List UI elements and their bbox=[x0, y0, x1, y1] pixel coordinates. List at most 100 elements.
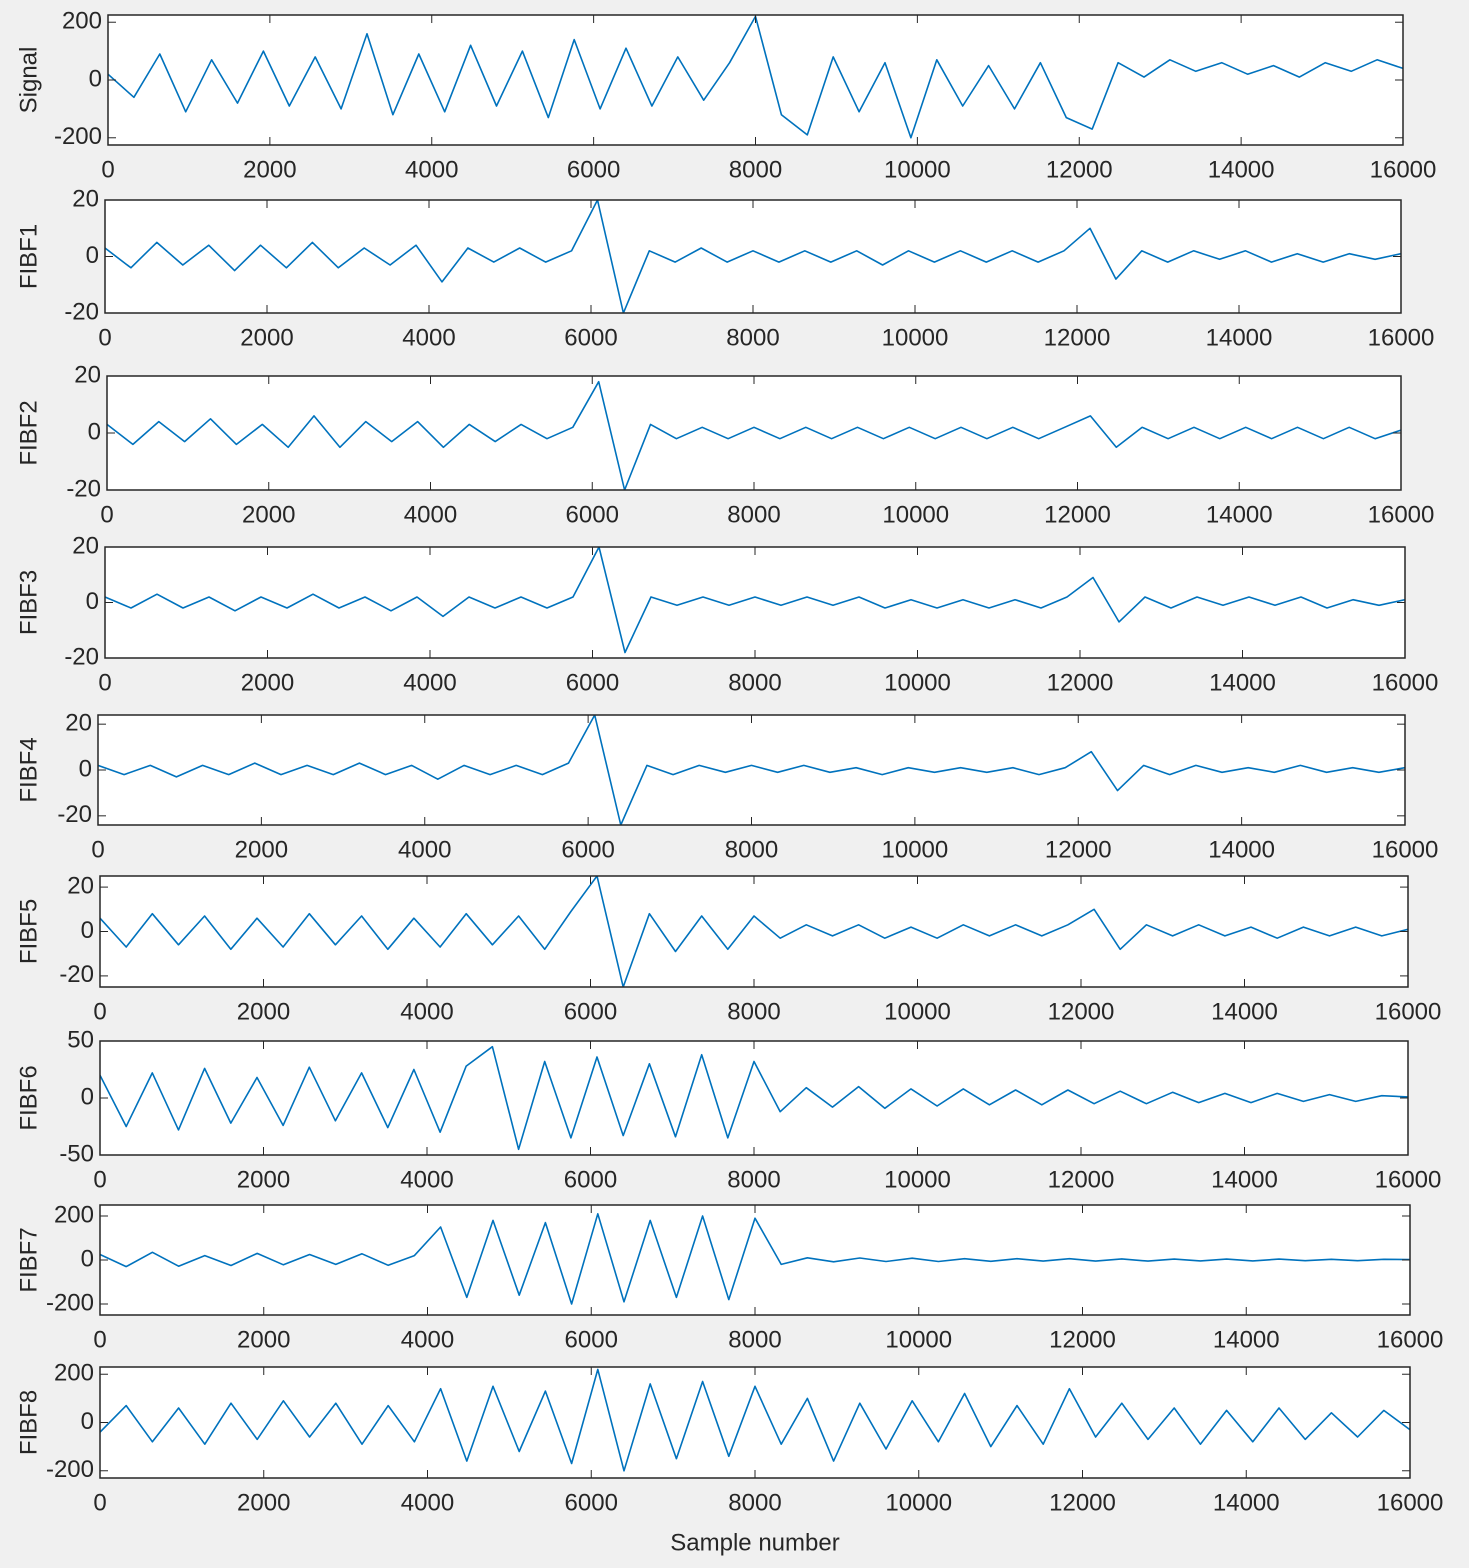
x-tick-label: 12000 bbox=[1049, 1489, 1116, 1516]
x-tick-label: 4000 bbox=[405, 156, 458, 183]
x-tick-label: 16000 bbox=[1370, 156, 1437, 183]
axes-background bbox=[105, 200, 1401, 313]
x-tick-label: 6000 bbox=[565, 1489, 618, 1516]
x-tick-label: 12000 bbox=[1049, 1326, 1116, 1353]
y-tick-label: 20 bbox=[67, 872, 94, 899]
x-tick-label: 6000 bbox=[566, 501, 619, 528]
y-tick-label: 0 bbox=[79, 755, 92, 782]
y-axis-label: FIBF1 bbox=[15, 224, 42, 289]
x-tick-label: 8000 bbox=[727, 501, 780, 528]
x-tick-label: 4000 bbox=[401, 1326, 454, 1353]
subplot: 0 2000 4000 6000 8000 10000 12000 14000 16000-20… bbox=[15, 872, 1441, 1025]
x-tick-label: 6000 bbox=[564, 1166, 617, 1193]
signal-line bbox=[100, 1213, 1410, 1305]
x-tick-label: 10000 bbox=[884, 669, 951, 696]
signal-line bbox=[107, 380, 1401, 490]
axes-background bbox=[105, 547, 1405, 658]
x-tick-label: 0 bbox=[98, 669, 111, 696]
axes-background bbox=[108, 15, 1403, 145]
x-tick-label: 6000 bbox=[567, 156, 620, 183]
x-tick-label: 16000 bbox=[1375, 1166, 1442, 1193]
signal-line bbox=[100, 1368, 1410, 1472]
x-tick-label: 0 bbox=[101, 156, 114, 183]
x-tick-label: 14000 bbox=[1209, 669, 1276, 696]
x-tick-label: 14000 bbox=[1208, 836, 1275, 863]
y-tick-label: 0 bbox=[81, 917, 94, 944]
signal-line bbox=[98, 715, 1405, 825]
x-tick-label: 12000 bbox=[1046, 156, 1113, 183]
x-tick-label: 16000 bbox=[1377, 1489, 1444, 1516]
subplot: 0 2000 4000 6000 8000 10000 12000 14000 16000 -50… bbox=[15, 1026, 1441, 1193]
x-tick-label: 6000 bbox=[564, 998, 617, 1025]
subplot: 0 2000 4000 6000 8000 10000 12000 14000 16000-20… bbox=[15, 1360, 1443, 1557]
x-tick-label: 6000 bbox=[564, 324, 617, 351]
x-tick-label: 4000 bbox=[401, 1489, 454, 1516]
x-tick-label: 14000 bbox=[1211, 998, 1278, 1025]
y-tick-label: 200 bbox=[54, 1201, 94, 1228]
axes-background bbox=[107, 376, 1401, 490]
x-tick-label: 10000 bbox=[882, 501, 949, 528]
y-tick-label: -50 bbox=[59, 1140, 94, 1167]
x-tick-label: 2000 bbox=[235, 836, 288, 863]
x-axis-label: Sample number bbox=[670, 1529, 839, 1556]
x-tick-label: 2000 bbox=[243, 156, 296, 183]
x-tick-label: 0 bbox=[93, 1166, 106, 1193]
x-tick-label: 2000 bbox=[242, 501, 295, 528]
y-tick-label: 0 bbox=[86, 588, 99, 615]
x-tick-label: 16000 bbox=[1368, 501, 1435, 528]
subplot: 0 2000 4000 6000 8000 10000 12000 14000 16000-20… bbox=[15, 8, 1436, 184]
x-tick-label: 8000 bbox=[728, 1326, 781, 1353]
x-tick-label: 12000 bbox=[1047, 669, 1114, 696]
y-axis-label: FIBF6 bbox=[15, 1065, 42, 1130]
x-tick-label: 4000 bbox=[398, 836, 451, 863]
y-tick-label: -200 bbox=[46, 1456, 94, 1483]
x-tick-label: 14000 bbox=[1211, 1166, 1278, 1193]
subplot: 0 2000 4000 6000 8000 10000 12000 14000 16000-20… bbox=[15, 185, 1434, 351]
x-tick-label: 16000 bbox=[1372, 669, 1439, 696]
y-tick-label: 50 bbox=[67, 1026, 94, 1053]
signal-line bbox=[105, 200, 1401, 313]
x-tick-label: 4000 bbox=[403, 669, 456, 696]
x-tick-label: 4000 bbox=[402, 324, 455, 351]
x-tick-label: 14000 bbox=[1206, 501, 1273, 528]
x-tick-label: 14000 bbox=[1213, 1326, 1280, 1353]
x-tick-label: 4000 bbox=[400, 1166, 453, 1193]
y-tick-label: 0 bbox=[81, 1083, 94, 1110]
x-tick-label: 2000 bbox=[237, 1166, 290, 1193]
x-tick-label: 6000 bbox=[565, 1326, 618, 1353]
y-tick-label: -20 bbox=[66, 475, 101, 502]
x-tick-label: 8000 bbox=[727, 998, 780, 1025]
y-tick-label: -20 bbox=[64, 298, 99, 325]
x-tick-label: 0 bbox=[93, 1489, 106, 1516]
x-tick-label: 2000 bbox=[237, 1489, 290, 1516]
x-tick-label: 16000 bbox=[1372, 836, 1439, 863]
x-tick-label: 14000 bbox=[1206, 324, 1273, 351]
x-tick-label: 8000 bbox=[725, 836, 778, 863]
x-tick-label: 10000 bbox=[882, 836, 949, 863]
x-tick-label: 2000 bbox=[241, 669, 294, 696]
signal-line bbox=[105, 547, 1405, 654]
x-tick-label: 0 bbox=[98, 324, 111, 351]
x-tick-label: 8000 bbox=[729, 156, 782, 183]
x-tick-label: 6000 bbox=[566, 669, 619, 696]
x-tick-label: 16000 bbox=[1368, 324, 1435, 351]
x-tick-label: 12000 bbox=[1045, 836, 1112, 863]
x-tick-label: 0 bbox=[93, 1326, 106, 1353]
axes-background bbox=[100, 1367, 1410, 1478]
y-tick-label: 0 bbox=[88, 418, 101, 445]
subplot: 0 2000 4000 6000 8000 10000 12000 14000 16000-20… bbox=[15, 532, 1438, 696]
y-tick-label: 20 bbox=[74, 361, 101, 388]
x-tick-label: 0 bbox=[93, 998, 106, 1025]
x-tick-label: 12000 bbox=[1044, 324, 1111, 351]
axes-background bbox=[100, 876, 1408, 987]
y-tick-label: -200 bbox=[54, 123, 102, 150]
x-tick-label: 10000 bbox=[884, 1166, 951, 1193]
x-tick-label: 10000 bbox=[882, 324, 949, 351]
signal-line bbox=[100, 1045, 1408, 1151]
x-tick-label: 0 bbox=[100, 501, 113, 528]
signal-line bbox=[100, 876, 1408, 987]
subplot: 0 2000 4000 6000 8000 10000 12000 14000 16000-20… bbox=[15, 361, 1434, 528]
x-tick-label: 14000 bbox=[1208, 156, 1275, 183]
y-tick-label: 200 bbox=[54, 1360, 94, 1387]
y-tick-label: 20 bbox=[72, 185, 99, 212]
